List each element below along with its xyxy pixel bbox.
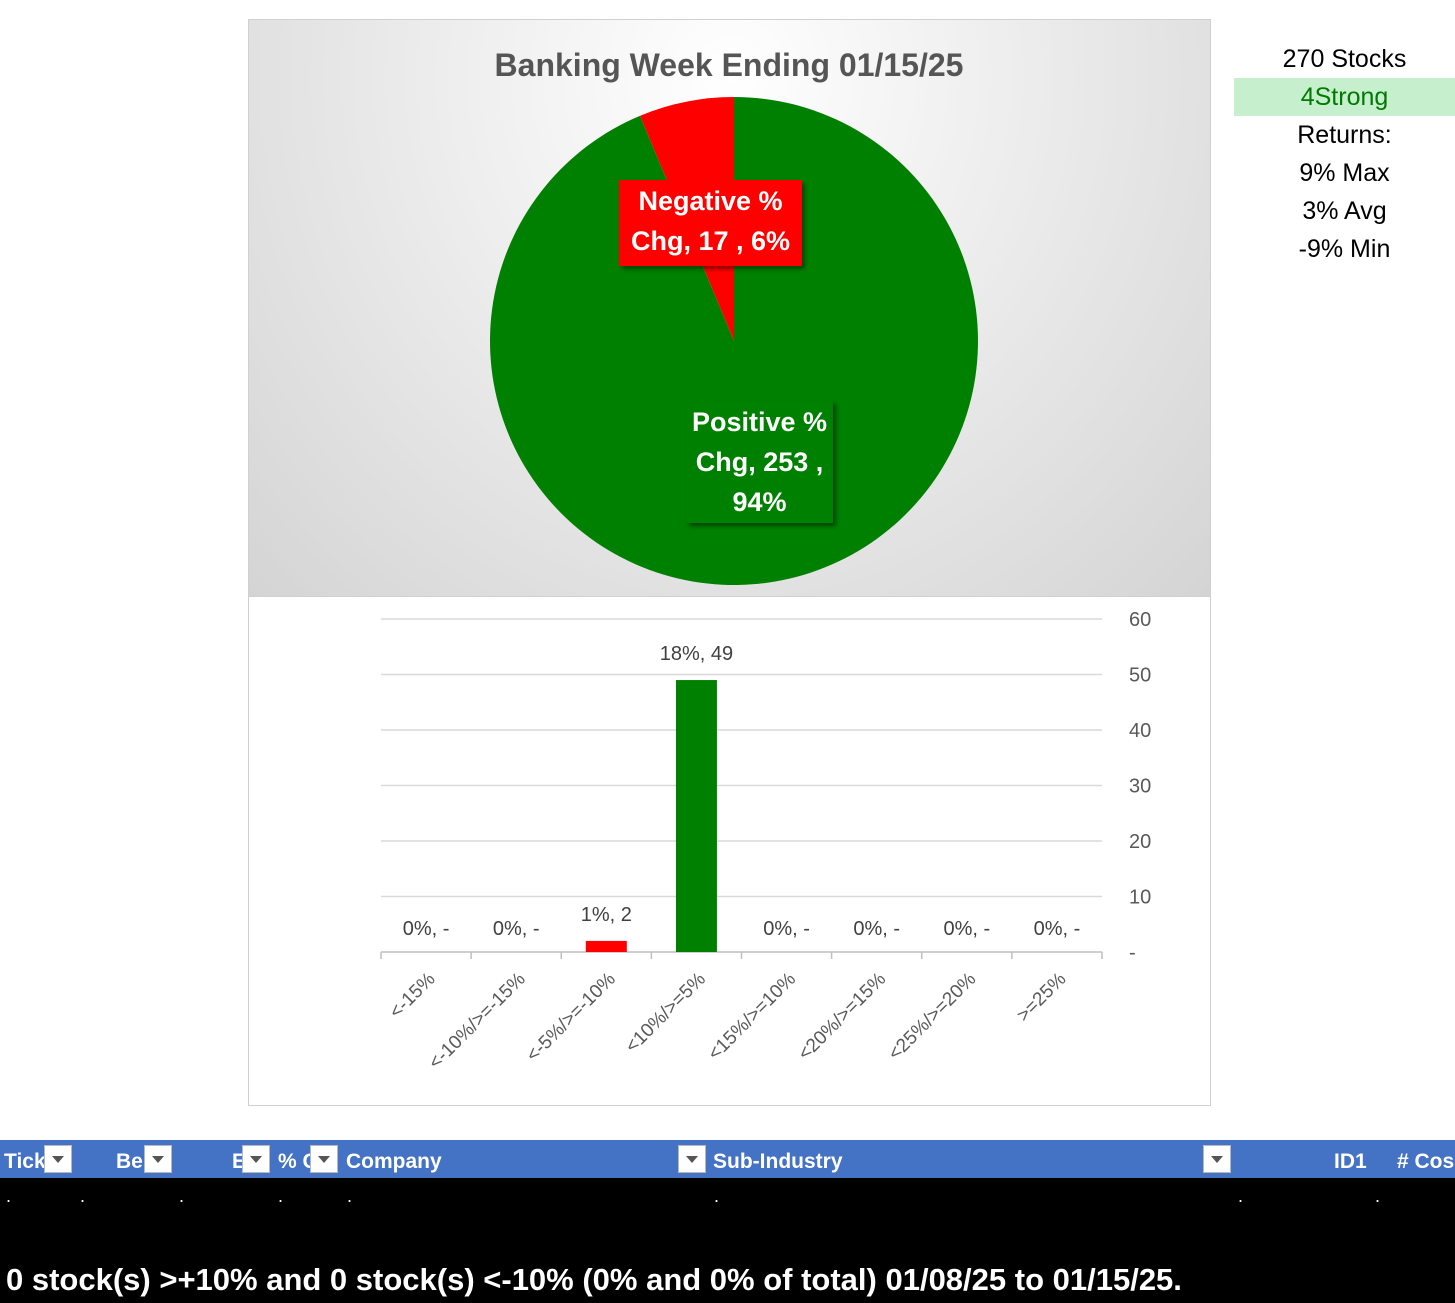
bar-data-label: 0%, - bbox=[493, 918, 540, 940]
y-tick-label: 40 bbox=[1129, 720, 1151, 742]
table-header: Tick Be E % C Company Sub-Industry ID1 #… bbox=[0, 1140, 1455, 1178]
stock-count: 270 Stocks bbox=[1282, 45, 1407, 73]
bar-data-label: 0%, - bbox=[853, 918, 900, 940]
cell-ticker: . bbox=[6, 1186, 12, 1206]
strength-rating: 4Strong bbox=[1234, 78, 1455, 116]
header-sub-industry: Sub-Industry bbox=[713, 1150, 843, 1173]
cell-sub-industry: . bbox=[714, 1186, 720, 1206]
header-e: E bbox=[232, 1150, 242, 1173]
bar-chart: - 10 20 30 40 50 60 0%, - <-15% 0%, - <-10%/>=-15%… bbox=[380, 609, 1151, 1074]
pie-label-line: Negative % bbox=[638, 186, 782, 216]
pie-label-line: Chg, 253 , bbox=[696, 447, 824, 477]
return-max: 9% Max bbox=[1299, 159, 1390, 187]
header-num-cos: # Cos bbox=[1397, 1150, 1455, 1173]
filter-pct-change-button[interactable] bbox=[310, 1145, 338, 1173]
y-tick-label: 50 bbox=[1129, 665, 1151, 687]
bar-chart-panel: - 10 20 30 40 50 60 0%, - <-15% 0%, - <-10%/>=-15%… bbox=[248, 596, 1211, 1106]
header-beta: Be bbox=[116, 1150, 143, 1173]
filter-e-button[interactable] bbox=[242, 1145, 270, 1173]
pie-label-negative: Negative % Chg, 17 , 6% bbox=[619, 180, 802, 266]
return-avg: 3% Avg bbox=[1302, 197, 1387, 225]
x-tick-label: <-5%/>=-10% bbox=[522, 969, 619, 1066]
bar bbox=[675, 680, 717, 952]
bar-data-label: 0%, - bbox=[1034, 918, 1081, 940]
cell-beta: . bbox=[80, 1186, 86, 1206]
bar-data-label: 0%, - bbox=[763, 918, 810, 940]
y-tick-label: 10 bbox=[1129, 887, 1151, 909]
pie-label-positive: Positive % Chg, 253 , 94% bbox=[686, 401, 833, 523]
header-ticker: Tick bbox=[4, 1150, 44, 1173]
pie-label-line: Chg, 17 , 6% bbox=[631, 226, 790, 256]
cell-pct-change: . bbox=[278, 1186, 284, 1206]
filter-sub-industry-button[interactable] bbox=[1203, 1145, 1231, 1173]
cell-num-cos: . bbox=[1375, 1186, 1381, 1206]
bar-data-label: 1%, 2 bbox=[581, 904, 632, 926]
pie-chart: Banking Week Ending 01/15/25 Negative % Ch… bbox=[489, 47, 978, 585]
x-tick-label: <25%/>=20% bbox=[884, 969, 980, 1065]
summary-text: 0 stock(s) >+10% and 0 stock(s) <-10% (0… bbox=[6, 1262, 1182, 1297]
header-id1: ID1 bbox=[1334, 1150, 1367, 1173]
filter-ticker-button[interactable] bbox=[44, 1145, 72, 1173]
cell-e: . bbox=[179, 1186, 185, 1206]
return-min: -9% Min bbox=[1298, 235, 1391, 263]
header-pct-change: % C bbox=[278, 1150, 310, 1173]
bar-data-label: 0%, - bbox=[943, 918, 990, 940]
pie-slice-positive bbox=[489, 97, 978, 585]
x-tick-label: <20%/>=15% bbox=[794, 969, 890, 1065]
stats-panel: 270 Stocks 4Strong Returns: 9% Max 3% Av… bbox=[1234, 40, 1455, 268]
x-tick-label: <-10%/>=-15% bbox=[425, 969, 530, 1074]
filter-beta-button[interactable] bbox=[144, 1145, 172, 1173]
cell-company: . bbox=[347, 1186, 353, 1206]
y-tick-label: 60 bbox=[1129, 609, 1151, 631]
bar bbox=[585, 940, 627, 952]
bar-data-label: 18%, 49 bbox=[660, 643, 733, 665]
x-tick-label: <-15% bbox=[386, 969, 440, 1023]
x-tick-label: <10%/>=5% bbox=[622, 969, 711, 1058]
pie-label-line: 94% bbox=[732, 487, 786, 517]
cell-id1: . bbox=[1238, 1186, 1244, 1206]
pie-title: Banking Week Ending 01/15/25 bbox=[495, 47, 964, 83]
table-body: . . . . . . . . 0 stock(s) >+10% and 0 s… bbox=[0, 1178, 1455, 1303]
header-company: Company bbox=[346, 1150, 442, 1173]
y-tick-label: 20 bbox=[1129, 831, 1151, 853]
returns-label: Returns: bbox=[1297, 121, 1392, 149]
pie-chart-panel: Banking Week Ending 01/15/25 Negative % Ch… bbox=[248, 19, 1211, 597]
y-tick-label: 30 bbox=[1129, 776, 1151, 798]
x-tick-label: <15%/>=10% bbox=[704, 969, 800, 1065]
pie-label-line: Positive % bbox=[692, 407, 827, 437]
x-tick-label: >=25% bbox=[1013, 969, 1071, 1027]
y-tick-label: - bbox=[1129, 942, 1136, 964]
bar-data-label: 0%, - bbox=[403, 918, 450, 940]
filter-company-button[interactable] bbox=[678, 1145, 706, 1173]
